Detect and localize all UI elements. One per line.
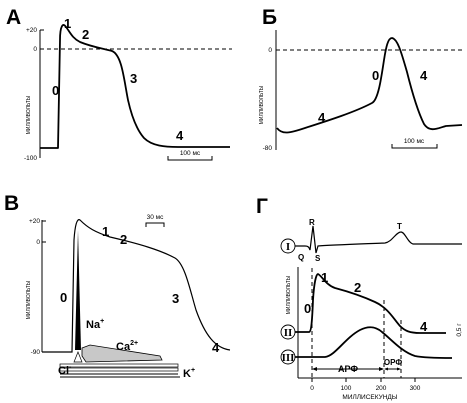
panel-a-phase-3: 3 <box>130 71 137 86</box>
panel-d-ecg-r: R <box>309 218 315 227</box>
panel-a-scale-bar <box>167 156 213 161</box>
panel-d-ecg-s: S <box>315 254 321 263</box>
panel-b: Б МИЛЛИВОЛЬТЫ 0 -80 0 4 4 100 мс <box>259 6 463 152</box>
panel-d-trace-ii-label: II <box>284 327 293 339</box>
panel-c-ca-label: Ca2+ <box>116 340 138 353</box>
panel-c-scale-label: 30 мс <box>147 214 165 221</box>
panel-d-x-tick-300: 300 <box>410 385 421 392</box>
panel-d-arf-label: АРФ <box>338 364 358 374</box>
panel-c-k-current-2 <box>59 367 179 372</box>
panel-c-scale-bar <box>145 222 165 227</box>
panel-a-y-label: МИЛЛИВОЛЬТЫ <box>26 95 32 134</box>
panel-d-ecg-q: Q <box>298 253 304 262</box>
panel-b-phase-4: 4 <box>318 110 326 125</box>
panel-c-na-label: Na+ <box>86 318 104 331</box>
panel-a-action-potential <box>40 24 230 149</box>
panel-c-cl-current <box>73 351 83 363</box>
panel-c-phase-2: 2 <box>120 232 127 247</box>
panel-d-action-potential <box>295 273 446 334</box>
panel-d-label: Г <box>256 195 268 218</box>
panel-b-phase-3: 4 <box>420 68 428 83</box>
panel-c-k-current-1 <box>59 363 179 368</box>
panel-b-phase-0: 0 <box>372 68 379 83</box>
panel-d: Г I R Q S T МИЛЛИВОЛЬТЫ 0 100 200 300 МИ… <box>256 195 463 401</box>
panel-d-x-tick-200: 200 <box>376 385 387 392</box>
panel-b-tick-0: 0 <box>268 47 272 54</box>
panel-b-y-label: МИЛЛИВОЛЬТЫ <box>259 85 265 124</box>
panel-a-phase-0: 0 <box>52 83 59 98</box>
panel-c-tick-plus20: +20 <box>29 218 40 225</box>
panel-b-label: Б <box>262 6 277 29</box>
panel-b-scale-label: 100 мс <box>404 138 425 145</box>
panel-c-phase-3: 3 <box>172 291 179 306</box>
panel-d-ecg-trace <box>295 225 462 254</box>
panel-d-contraction-curve <box>295 326 453 359</box>
panel-a-scale-label: 100 мс <box>180 150 201 157</box>
panel-b-scale-bar <box>391 144 438 149</box>
panel-c-na-current <box>75 230 81 350</box>
panel-d-trace-i-label: I <box>286 241 290 253</box>
panel-d-phase-2: 2 <box>354 280 361 295</box>
panel-c-phase-1: 1 <box>102 224 109 239</box>
panel-a-tick-plus20: +20 <box>26 27 37 34</box>
panel-b-tick-minus80: -80 <box>263 145 273 152</box>
panel-c-y-label: МИЛЛИВОЛЬТЫ <box>26 280 32 319</box>
panel-d-y-label: МИЛЛИВОЛЬТЫ <box>286 275 292 314</box>
panel-c-phase-4: 4 <box>212 340 220 355</box>
panel-d-right-label: 0,5 г <box>456 323 463 337</box>
panel-d-orf-label: ОРФ <box>384 358 402 367</box>
panel-c-label: В <box>4 192 19 215</box>
panel-a-tick-0: 0 <box>33 46 37 53</box>
panel-d-phase-1: 1 <box>321 270 328 285</box>
panel-d-phase-0: 0 <box>304 301 311 316</box>
panel-d-x-label: МИЛЛИСЕКУНДЫ <box>342 394 397 401</box>
panel-d-ecg-t: T <box>397 222 402 231</box>
panel-d-x-tick-0: 0 <box>310 385 314 392</box>
panel-c: В МИЛЛИВОЛЬТЫ +20 0 -90 0 1 2 3 4 30 мс … <box>4 192 231 380</box>
panel-c-ca-current <box>81 344 163 363</box>
panel-a-label: А <box>6 6 21 29</box>
panel-d-trace-iii-label: III <box>282 352 295 364</box>
panel-a-phase-1: 1 <box>64 16 71 31</box>
panel-a-phase-2: 2 <box>82 27 89 42</box>
panel-c-tick-minus90: -90 <box>31 349 41 356</box>
panel-a-phase-4: 4 <box>176 128 184 143</box>
panel-c-phase-0: 0 <box>60 290 67 305</box>
panel-d-phase-4: 4 <box>420 319 428 334</box>
panel-b-action-potential <box>276 37 463 134</box>
panel-c-tick-0: 0 <box>36 239 40 246</box>
panel-c-action-potential <box>42 219 231 353</box>
panel-a-tick-minus100: -100 <box>24 155 37 162</box>
panel-c-k-label: K+ <box>183 367 195 380</box>
panel-a: А МИЛЛИВОЛЬТЫ +20 0 -100 0 1 2 3 4 100 м… <box>6 6 232 162</box>
panel-d-x-tick-100: 100 <box>341 385 352 392</box>
panel-c-cl-label: Cl- <box>58 364 72 377</box>
